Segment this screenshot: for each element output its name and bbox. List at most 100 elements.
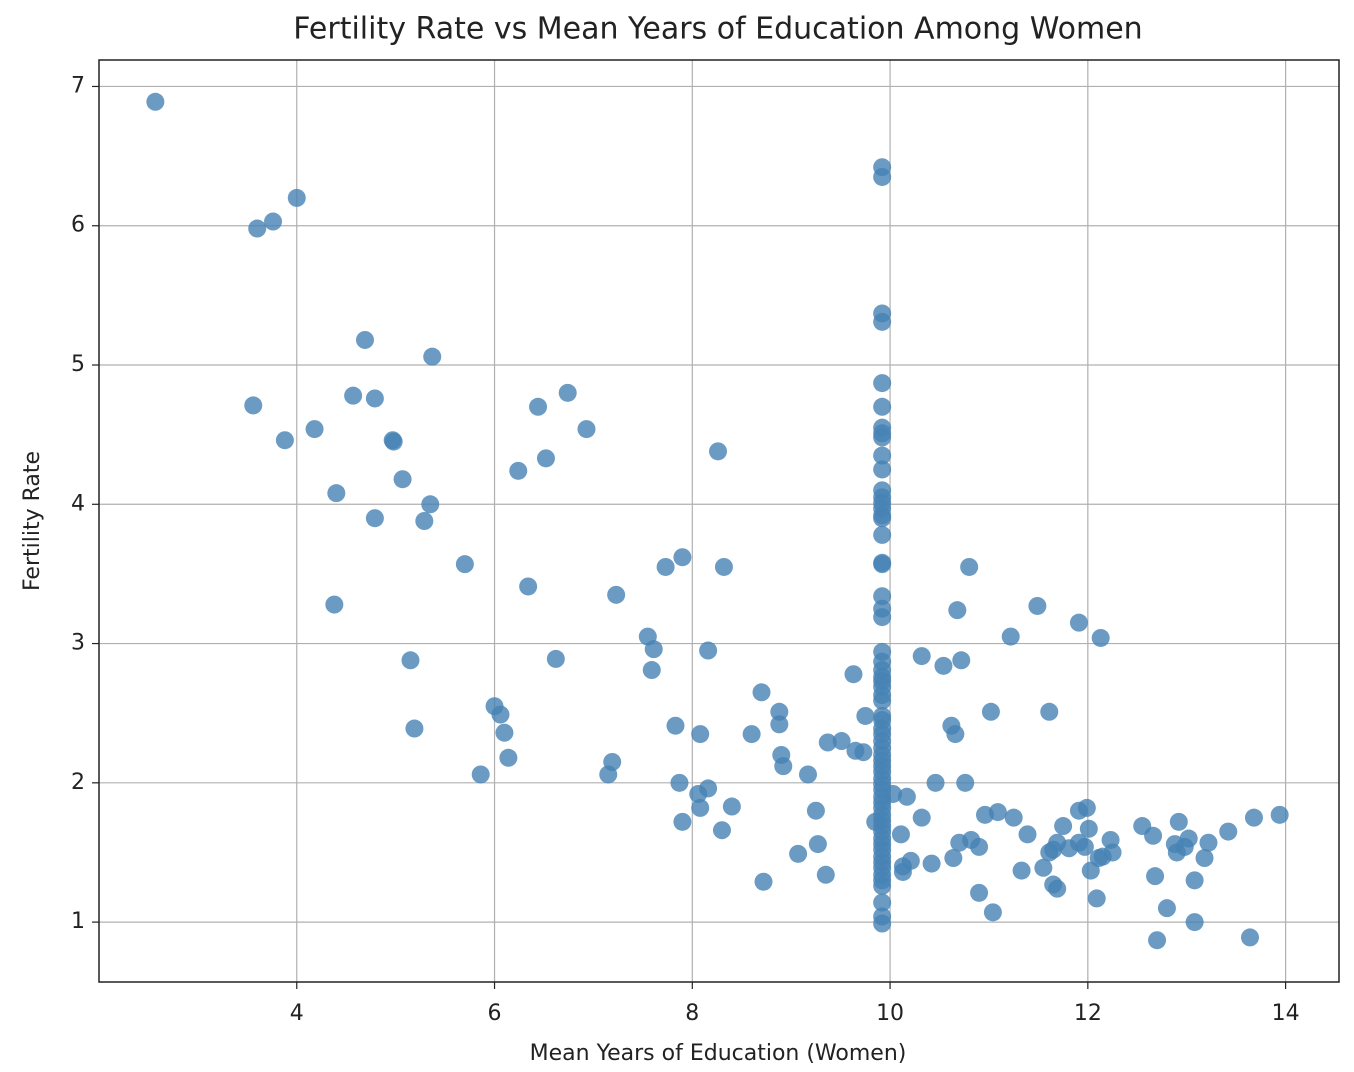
point	[742, 725, 761, 744]
point	[946, 725, 965, 744]
point	[1103, 843, 1122, 862]
point	[1054, 817, 1073, 836]
x-tick-label: 6	[488, 1001, 502, 1026]
point	[536, 449, 555, 468]
point	[818, 733, 837, 752]
point	[873, 397, 892, 416]
x-tick-label: 4	[290, 1001, 304, 1026]
point	[275, 431, 294, 450]
point	[873, 691, 892, 710]
point	[891, 825, 910, 844]
point	[509, 461, 528, 480]
point	[499, 748, 518, 767]
point	[546, 649, 565, 668]
point	[873, 914, 892, 933]
grid	[99, 60, 1339, 982]
point	[1241, 928, 1260, 947]
point	[1079, 819, 1098, 838]
point	[519, 577, 538, 596]
point	[873, 608, 892, 627]
point	[670, 773, 689, 792]
point	[873, 876, 892, 895]
point	[722, 797, 741, 816]
point	[912, 808, 931, 827]
point	[405, 719, 424, 738]
point	[244, 396, 263, 415]
point	[471, 765, 490, 784]
point	[844, 665, 863, 684]
point	[774, 757, 793, 776]
chart-title: Fertility Rate vs Mean Years of Educatio…	[293, 12, 1142, 47]
point	[495, 723, 514, 742]
point	[952, 651, 971, 670]
point	[1012, 861, 1031, 880]
point	[689, 784, 708, 803]
point	[1028, 596, 1047, 615]
point	[1185, 913, 1204, 932]
y-axis-label: Fertility Rate	[20, 451, 45, 591]
point	[873, 525, 892, 544]
point	[1199, 833, 1218, 852]
point	[873, 893, 892, 912]
point	[393, 470, 412, 489]
point	[1146, 867, 1165, 886]
point	[327, 484, 346, 503]
point	[808, 835, 827, 854]
point	[642, 661, 661, 680]
y-tick-label: 3	[71, 631, 85, 656]
point	[1270, 805, 1289, 824]
point	[866, 812, 885, 831]
point	[325, 595, 344, 614]
point	[960, 557, 979, 576]
point	[401, 651, 420, 670]
point	[970, 883, 989, 902]
point	[854, 743, 873, 762]
point	[1169, 812, 1188, 831]
point	[1018, 825, 1037, 844]
point	[873, 509, 892, 528]
point	[656, 557, 675, 576]
point	[893, 862, 912, 881]
point	[1075, 837, 1094, 856]
point	[1148, 931, 1167, 950]
point	[577, 420, 596, 439]
point	[491, 705, 510, 724]
x-tick-label: 10	[876, 1001, 904, 1026]
point	[1087, 889, 1106, 908]
point	[714, 557, 733, 576]
point	[264, 212, 283, 231]
plot-frame	[98, 59, 1340, 983]
point	[603, 752, 622, 771]
point	[384, 432, 403, 451]
point	[832, 732, 851, 751]
x-tick-label: 12	[1074, 1001, 1102, 1026]
point	[1091, 628, 1110, 647]
point	[1219, 822, 1238, 841]
point	[934, 656, 953, 675]
point	[365, 389, 384, 408]
point	[1048, 879, 1067, 898]
point	[897, 787, 916, 806]
point	[806, 801, 825, 820]
point	[1244, 808, 1263, 827]
point	[970, 837, 989, 856]
point	[712, 821, 731, 840]
point	[146, 92, 165, 111]
point	[699, 641, 718, 660]
point	[926, 773, 945, 792]
point	[770, 702, 789, 721]
point	[1179, 829, 1198, 848]
point	[873, 428, 892, 447]
point	[558, 383, 577, 402]
point	[421, 495, 440, 514]
x-tick-label: 14	[1272, 1001, 1300, 1026]
point	[673, 812, 692, 831]
point	[873, 374, 892, 393]
point	[752, 683, 771, 702]
point	[1004, 808, 1023, 827]
point	[709, 442, 728, 461]
point	[983, 903, 1002, 922]
point	[248, 219, 267, 238]
point	[873, 312, 892, 331]
point	[922, 854, 941, 873]
